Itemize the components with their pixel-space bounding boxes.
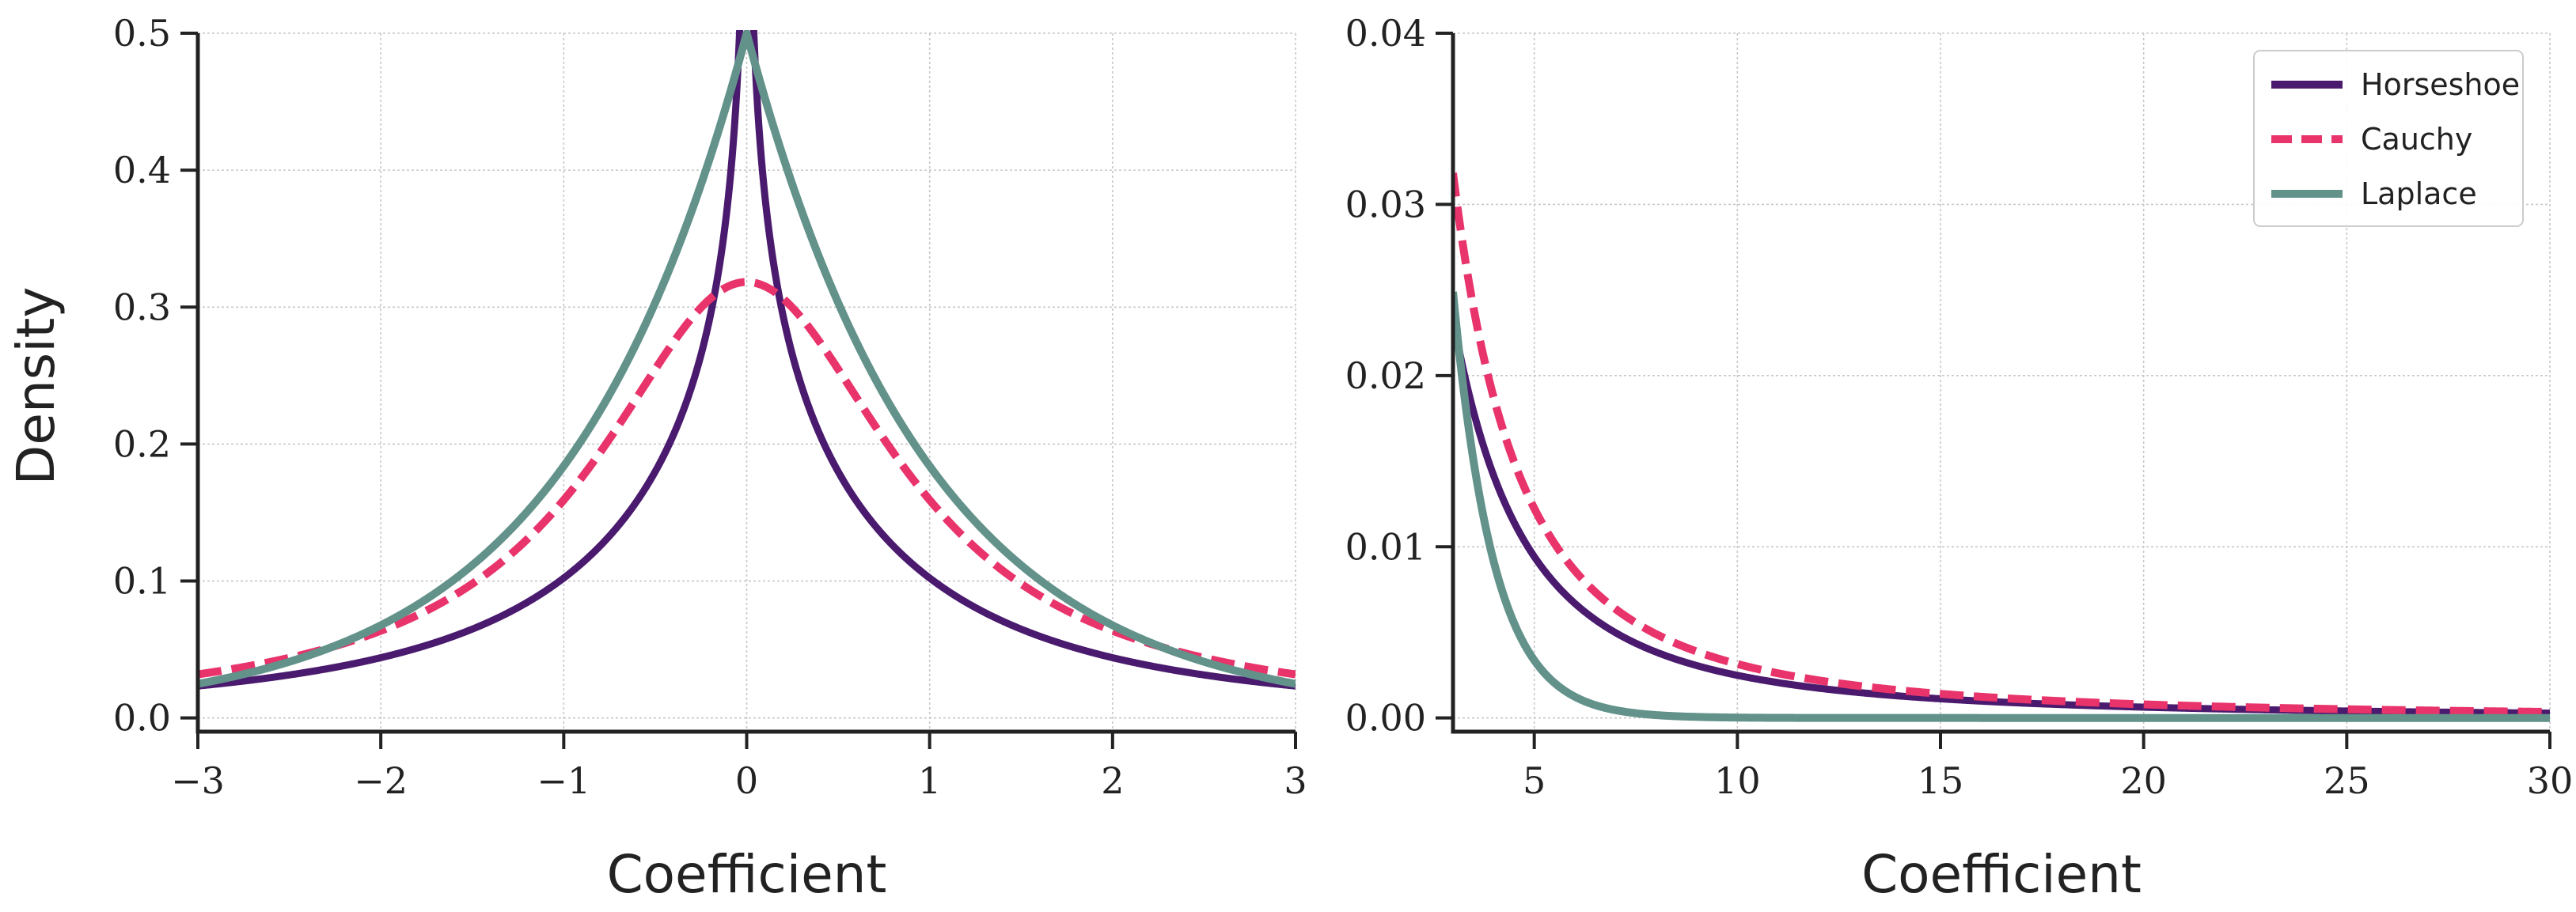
left-x-tick-label: −2	[354, 759, 408, 802]
legend: Horseshoe Cauchy Laplace	[2253, 50, 2524, 227]
right-x-axis-title: Coefficient	[1861, 844, 2142, 905]
left-y-tick-label: 0.2	[113, 422, 171, 465]
left-y-tick-label: 0.1	[113, 560, 171, 603]
right-x-tick-label: 10	[1714, 759, 1761, 802]
left-x-tick-label: 0	[735, 759, 758, 802]
left-y-tick-label: 0.0	[113, 697, 171, 740]
legend-label-laplace: Laplace	[2361, 176, 2477, 211]
right-series-laplace	[1453, 291, 2550, 722]
right-x-tick-label: 30	[2527, 759, 2574, 802]
right-series-horseshoe	[1453, 317, 2550, 717]
left-density-panel: −3 −2 −1 0 1 2 3 0.0 0.1 0.2 0.3 0.4 0.5 Coefficient	[113, 12, 1307, 905]
left-x-tick-label: 2	[1101, 759, 1124, 802]
legend-label-horseshoe: Horseshoe	[2361, 67, 2520, 102]
left-series-laplace	[198, 30, 1296, 688]
right-y-tick-label: 0.04	[1345, 12, 1426, 55]
left-x-tick-label: −3	[171, 759, 225, 802]
left-y-tick-label: 0.3	[113, 286, 171, 328]
left-x-tick-label: −1	[537, 759, 590, 802]
left-series-horseshoe	[198, 30, 1296, 690]
right-x-tick-label: 5	[1523, 759, 1546, 802]
left-y-tick-label: 0.5	[113, 12, 171, 55]
right-x-tick-label: 25	[2324, 759, 2370, 802]
right-y-tick-label: 0.03	[1345, 183, 1426, 225]
right-x-tick-label: 20	[2120, 759, 2167, 802]
left-x-tick-label: 1	[918, 759, 941, 802]
left-y-tick-label: 0.4	[113, 149, 171, 191]
left-x-tick-label: 3	[1284, 759, 1307, 802]
right-tail-panel: 5 10 15 20 25 30 0.00 0.01 0.02 0.03 0.04 Coefficie…	[1345, 12, 2574, 905]
legend-label-cauchy: Cauchy	[2361, 122, 2472, 157]
right-series-cauchy	[1453, 172, 2550, 717]
right-y-tick-label: 0.02	[1345, 354, 1426, 397]
right-y-tick-label: 0.01	[1345, 525, 1426, 568]
right-x-tick-label: 15	[1918, 759, 1964, 802]
right-y-tick-label: 0.00	[1345, 697, 1426, 740]
legend-box	[2253, 50, 2524, 227]
y-axis-title: Density	[6, 287, 66, 486]
left-x-axis-title: Coefficient	[607, 844, 887, 905]
left-series-cauchy	[198, 278, 1296, 679]
